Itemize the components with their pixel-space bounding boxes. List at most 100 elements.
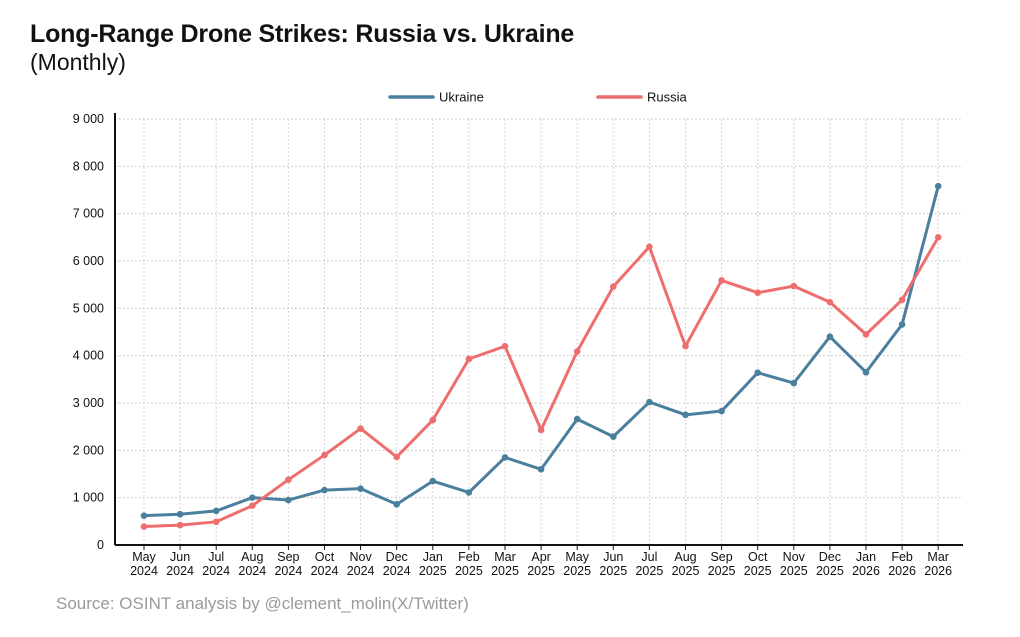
data-point-ukraine bbox=[176, 510, 184, 518]
y-tick-label: 4 000 bbox=[73, 349, 104, 363]
data-point-ukraine bbox=[682, 411, 689, 419]
data-point-russia bbox=[212, 518, 220, 526]
data-point-ukraine bbox=[862, 368, 870, 376]
data-point-ukraine bbox=[537, 465, 545, 473]
x-tick-label-year: 2025 bbox=[419, 564, 447, 578]
data-point-ukraine bbox=[610, 433, 617, 440]
x-tick-label-year: 2025 bbox=[563, 564, 591, 578]
x-tick-label-year: 2024 bbox=[130, 564, 158, 578]
x-tick-label-year: 2024 bbox=[311, 564, 339, 578]
data-point-ukraine bbox=[393, 500, 401, 508]
x-tick-label-year: 2025 bbox=[455, 564, 483, 578]
x-tick-label-year: 2025 bbox=[672, 564, 700, 578]
data-point-russia bbox=[176, 521, 184, 529]
x-tick-label-month: May bbox=[565, 550, 589, 564]
data-point-russia bbox=[898, 296, 906, 304]
data-point-ukraine bbox=[934, 182, 942, 190]
x-tick-label-year: 2024 bbox=[238, 564, 266, 578]
data-point-ukraine bbox=[285, 496, 292, 504]
data-point-ukraine bbox=[826, 333, 834, 341]
x-tick-label-year: 2024 bbox=[202, 564, 230, 578]
data-point-russia bbox=[573, 348, 581, 355]
data-point-ukraine bbox=[212, 507, 220, 515]
data-point-ukraine bbox=[790, 379, 798, 387]
data-point-russia bbox=[934, 234, 942, 241]
data-point-russia bbox=[790, 282, 798, 290]
x-tick-label-year: 2025 bbox=[744, 564, 772, 578]
data-point-russia bbox=[610, 283, 617, 290]
x-tick-label-month: Feb bbox=[891, 550, 913, 564]
source-note: Source: OSINT analysis by @clement_molin… bbox=[56, 594, 469, 613]
x-tick-label-month: Jun bbox=[170, 550, 190, 564]
chart-subtitle: (Monthly) bbox=[30, 49, 126, 75]
x-tick-label-month: Dec bbox=[819, 550, 841, 564]
x-tick-label-month: May bbox=[132, 550, 156, 564]
y-tick-label: 3 000 bbox=[73, 396, 104, 410]
y-tick-label: 5 000 bbox=[73, 301, 104, 315]
data-point-ukraine bbox=[898, 321, 906, 328]
x-tick-label-month: Aug bbox=[241, 550, 263, 564]
x-tick-label-year: 2025 bbox=[816, 564, 844, 578]
data-point-ukraine bbox=[573, 415, 581, 423]
y-tick-label: 6 000 bbox=[73, 254, 104, 268]
data-point-russia bbox=[682, 342, 689, 350]
data-point-russia bbox=[285, 476, 292, 483]
data-point-ukraine bbox=[465, 489, 473, 496]
x-tick-label-month: Oct bbox=[748, 550, 768, 564]
legend-label-ukraine: Ukraine bbox=[439, 90, 484, 105]
x-tick-label-year: 2024 bbox=[347, 564, 375, 578]
y-tick-label: 2 000 bbox=[73, 443, 104, 457]
x-tick-label-year: 2025 bbox=[599, 564, 627, 578]
x-tick-label-month: Dec bbox=[386, 550, 408, 564]
x-tick-label-year: 2024 bbox=[274, 564, 302, 578]
x-tick-label-month: Aug bbox=[674, 550, 696, 564]
x-tick-label-year: 2026 bbox=[924, 564, 952, 578]
x-tick-label-year: 2025 bbox=[780, 564, 808, 578]
data-point-russia bbox=[718, 277, 725, 284]
x-tick-label-year: 2025 bbox=[635, 564, 663, 578]
x-tick-label-month: Feb bbox=[458, 550, 480, 564]
data-point-ukraine bbox=[501, 454, 509, 461]
x-tick-label-year: 2024 bbox=[166, 564, 194, 578]
data-point-russia bbox=[357, 425, 364, 432]
data-point-ukraine bbox=[321, 486, 328, 494]
x-tick-label-month: Mar bbox=[927, 550, 949, 564]
x-tick-label-month: Apr bbox=[531, 550, 550, 564]
data-point-ukraine bbox=[429, 477, 437, 485]
data-point-russia bbox=[826, 298, 834, 306]
data-point-russia bbox=[754, 289, 761, 297]
data-point-russia bbox=[646, 243, 653, 251]
x-tick-label-year: 2026 bbox=[852, 564, 880, 578]
data-point-russia bbox=[862, 331, 870, 338]
data-point-ukraine bbox=[140, 512, 148, 519]
data-point-ukraine bbox=[249, 494, 256, 501]
data-point-russia bbox=[393, 453, 401, 461]
chart-title: Long-Range Drone Strikes: Russia vs. Ukr… bbox=[30, 20, 575, 48]
data-point-ukraine bbox=[357, 485, 364, 492]
y-tick-label: 0 bbox=[97, 538, 104, 552]
x-tick-label-year: 2025 bbox=[527, 564, 555, 578]
data-point-russia bbox=[321, 451, 328, 459]
x-tick-label-month: Jan bbox=[856, 550, 876, 564]
data-point-ukraine bbox=[718, 407, 725, 415]
y-tick-label: 7 000 bbox=[73, 207, 104, 221]
x-tick-label-month: Sep bbox=[710, 550, 732, 564]
data-point-russia bbox=[537, 426, 545, 434]
data-point-ukraine bbox=[754, 369, 761, 377]
y-tick-label: 8 000 bbox=[73, 159, 104, 173]
x-tick-label-month: Oct bbox=[315, 550, 335, 564]
data-point-russia bbox=[249, 502, 256, 510]
x-tick-label-month: Mar bbox=[494, 550, 516, 564]
x-tick-label-month: Sep bbox=[277, 550, 299, 564]
x-tick-label-year: 2025 bbox=[708, 564, 736, 578]
y-tick-label: 9 000 bbox=[73, 112, 104, 126]
x-tick-label-month: Jun bbox=[603, 550, 623, 564]
data-point-russia bbox=[429, 416, 437, 424]
legend-label-russia: Russia bbox=[647, 90, 688, 105]
x-tick-label-year: 2026 bbox=[888, 564, 916, 578]
data-point-russia bbox=[465, 355, 473, 363]
data-point-russia bbox=[140, 523, 148, 530]
x-tick-label-month: Jan bbox=[423, 550, 443, 564]
x-tick-label-month: Jul bbox=[641, 550, 657, 564]
